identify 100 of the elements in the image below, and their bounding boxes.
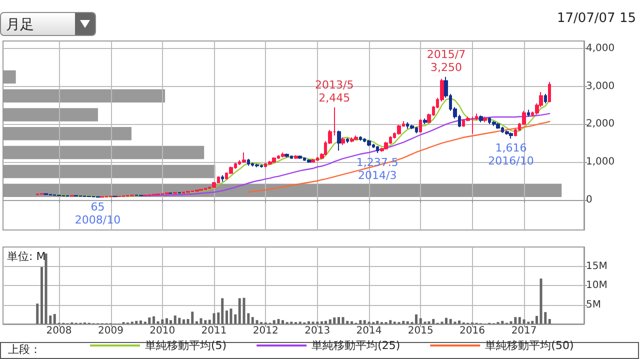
x-tick-label: 2011 — [201, 326, 227, 336]
y-tick-label: 3,000 — [586, 80, 615, 92]
bar — [225, 310, 228, 324]
bar — [449, 318, 452, 324]
legend-label: 単純移動平均(50) — [485, 339, 574, 352]
candlestick — [419, 118, 422, 133]
bar — [247, 313, 250, 324]
bar — [363, 320, 366, 324]
bar — [333, 317, 336, 324]
bar — [350, 321, 354, 324]
bar — [200, 318, 202, 324]
bar — [135, 320, 138, 324]
bar — [338, 317, 340, 324]
bar — [328, 319, 332, 324]
bar — [178, 318, 181, 324]
bar — [406, 321, 409, 324]
candlestick — [376, 146, 379, 154]
annotation: 65 2008/10 — [74, 200, 121, 226]
bar — [196, 321, 198, 324]
x-tick-label: 2015 — [408, 326, 434, 336]
bar — [444, 318, 448, 324]
candlestick — [341, 136, 345, 146]
bar — [169, 320, 172, 324]
bar — [324, 320, 327, 324]
bar — [251, 317, 254, 324]
candlestick — [354, 135, 358, 141]
candlestick — [492, 120, 496, 127]
bar — [166, 318, 168, 324]
bar — [221, 298, 224, 324]
bar — [389, 320, 392, 324]
x-tick-label: 2010 — [150, 326, 176, 336]
y-tick-label: 4,000 — [586, 43, 615, 54]
candlestick — [544, 93, 547, 104]
y-tick-label: 1,000 — [586, 156, 615, 168]
bar — [501, 320, 504, 324]
bar — [53, 314, 56, 324]
bar — [208, 320, 211, 324]
candlestick — [221, 174, 224, 182]
bar — [191, 312, 194, 324]
bar — [148, 317, 151, 324]
candlestick — [496, 122, 500, 130]
candlestick — [294, 154, 298, 160]
candlestick — [307, 158, 311, 164]
bar — [531, 320, 534, 324]
candlestick — [311, 158, 315, 163]
bar — [44, 254, 48, 324]
line-series — [248, 120, 550, 193]
annotation: 2015/7 3,250 — [426, 48, 466, 74]
y-tick-label: 2,000 — [586, 118, 615, 130]
bar — [359, 320, 362, 324]
bar — [140, 320, 142, 324]
bar — [282, 320, 284, 324]
x-tick-label: 2017 — [511, 326, 537, 336]
bar — [428, 321, 430, 324]
x-tick-label: 2008 — [46, 326, 72, 336]
y-tick-label: 5M — [586, 299, 601, 310]
bar — [156, 321, 160, 324]
legend-label: 単純移動平均(5) — [145, 339, 227, 352]
candlestick — [255, 163, 259, 168]
candlestick — [242, 152, 246, 164]
bar — [234, 314, 237, 324]
bar — [49, 316, 52, 324]
candlestick — [367, 140, 371, 147]
bar — [540, 278, 542, 324]
candlestick — [350, 136, 354, 143]
bar — [536, 316, 538, 324]
bar — [514, 317, 517, 324]
bar — [419, 318, 422, 324]
bar — [402, 320, 405, 324]
bar — [277, 318, 280, 324]
y-tick-label: 0 — [586, 194, 592, 206]
candlestick — [479, 114, 483, 123]
bar — [230, 308, 232, 324]
bar — [256, 320, 258, 324]
bar — [415, 314, 418, 324]
x-tick-label: 2014 — [356, 326, 382, 336]
bar — [242, 298, 246, 324]
bar — [346, 320, 349, 324]
x-tick-label: 2013 — [304, 326, 330, 336]
bar — [518, 317, 521, 324]
bar — [36, 304, 39, 324]
bar — [548, 318, 551, 324]
candlestick — [410, 124, 414, 130]
candlestick — [285, 153, 289, 158]
x-tick-label: 2009 — [98, 326, 124, 336]
dropdown: 月足 — [0, 12, 96, 36]
candlestick — [298, 155, 302, 160]
candlestick — [505, 130, 509, 136]
bar — [238, 298, 241, 324]
y-tick-label: 15M — [586, 260, 608, 272]
bar — [204, 320, 207, 324]
bar — [186, 318, 190, 324]
candlestick — [423, 118, 427, 125]
bar — [182, 319, 185, 324]
candlestick — [527, 109, 530, 118]
candlestick — [268, 160, 272, 166]
y-tick-label: 10M — [586, 280, 608, 291]
bar — [152, 316, 156, 324]
bar — [174, 316, 176, 324]
candlestick — [337, 130, 341, 152]
